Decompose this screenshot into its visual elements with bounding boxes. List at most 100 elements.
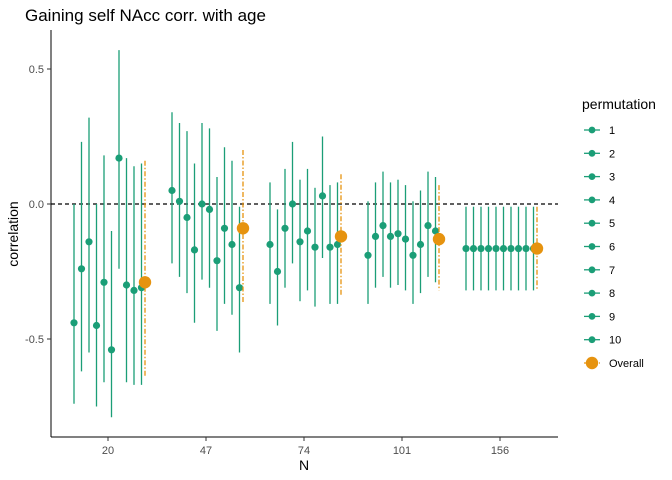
point-n74-perm4 — [288, 200, 297, 208]
point-n20-perm9 — [130, 286, 138, 294]
legend-item-1: 1 — [584, 125, 615, 137]
y-tick-label: 0.0 — [29, 199, 44, 211]
y-tick-label: 0.5 — [29, 64, 44, 76]
legend-key-point — [588, 289, 596, 297]
legend-key-point — [588, 196, 596, 204]
point-n74-perm6 — [303, 227, 312, 235]
point-n74-perm8 — [318, 192, 327, 200]
overall-point-n20 — [138, 276, 152, 289]
x-tick-label: 20 — [102, 445, 114, 457]
overall-point-n156 — [530, 242, 544, 255]
legend-item-2: 2 — [584, 148, 615, 160]
legend-key-point — [585, 356, 599, 370]
point-n156-perm6 — [499, 244, 508, 253]
point-n74-perm10 — [333, 240, 342, 249]
chart-title: Gaining self NAcc corr. with age — [25, 6, 266, 25]
legend-label: 7 — [609, 265, 615, 277]
legend-item-4: 4 — [584, 195, 615, 207]
overall-point-n101 — [432, 232, 446, 246]
point-n74-perm5 — [296, 238, 304, 246]
x-axis-ticks: 20 47 74 101 156 — [102, 437, 509, 457]
legend-label: Overall — [609, 358, 644, 370]
point-n101-perm3 — [379, 222, 387, 230]
legend-label: 6 — [609, 242, 615, 254]
point-n20-perm3 — [85, 238, 93, 246]
y-tick-label: -0.5 — [25, 334, 44, 346]
point-n20-perm5 — [100, 278, 108, 286]
group-n-47 — [168, 112, 250, 353]
group-n-20 — [70, 50, 152, 418]
point-n101-perm6 — [401, 235, 410, 243]
point-n47-perm9 — [228, 240, 236, 249]
point-n47-perm3 — [183, 213, 191, 222]
legend-key-point — [588, 149, 596, 157]
point-n20-perm1 — [70, 319, 78, 327]
group-n-74 — [266, 136, 348, 326]
point-n20-perm8 — [122, 281, 131, 289]
legend-key-point — [588, 336, 596, 344]
point-n101-perm7 — [409, 251, 417, 259]
point-n101-perm5 — [394, 230, 402, 238]
legend-item-7: 7 — [584, 265, 615, 277]
legend-key-point — [588, 126, 596, 134]
group-n-156 — [462, 206, 544, 291]
x-tick-label: 74 — [298, 445, 310, 457]
point-n156-perm3 — [477, 244, 485, 253]
legend-item-5: 5 — [584, 218, 615, 230]
point-n101-perm2 — [371, 232, 380, 240]
legend-key-point — [588, 173, 596, 181]
point-n156-perm5 — [492, 244, 500, 253]
point-n47-perm7 — [213, 257, 221, 265]
point-n47-perm2 — [175, 197, 184, 205]
point-n74-perm2 — [273, 267, 282, 276]
point-n156-perm8 — [514, 244, 523, 253]
legend-label: 5 — [609, 218, 615, 230]
legend: permutation 1 2 3 4 5 6 7 8 9 10 Overall — [582, 96, 656, 370]
legend-label: 2 — [609, 148, 615, 160]
point-n101-perm8 — [416, 240, 425, 249]
point-n74-perm9 — [326, 243, 334, 251]
plot-panel — [51, 50, 558, 418]
y-axis-title: correlation — [5, 201, 21, 266]
point-n20-perm7 — [115, 154, 123, 162]
point-n74-perm1 — [266, 240, 274, 249]
legend-label: 1 — [609, 125, 615, 137]
legend-item-overall: Overall — [584, 356, 644, 370]
y-axis-ticks: 0.5 0.0 -0.5 — [25, 64, 51, 346]
legend-title: permutation — [582, 96, 656, 112]
overall-point-n74 — [334, 230, 348, 243]
legend-item-3: 3 — [584, 172, 615, 184]
point-n20-perm2 — [77, 265, 86, 273]
legend-key-point — [588, 243, 596, 250]
point-n101-perm10 — [431, 227, 440, 235]
x-axis-title: N — [299, 457, 309, 473]
point-n47-perm6 — [205, 205, 214, 213]
point-n101-perm4 — [386, 232, 395, 240]
legend-key-point — [588, 266, 596, 274]
legend-item-6: 6 — [584, 242, 615, 254]
legend-item-10: 10 — [584, 335, 621, 347]
point-n47-perm4 — [190, 246, 199, 254]
x-tick-label: 156 — [491, 445, 509, 457]
group-n-101 — [364, 171, 446, 304]
point-n156-perm9 — [522, 244, 530, 253]
point-n156-perm2 — [469, 244, 478, 253]
x-tick-label: 47 — [200, 445, 212, 457]
point-n47-perm10 — [235, 284, 244, 292]
point-n20-perm4 — [92, 321, 101, 330]
legend-label: 3 — [609, 172, 615, 184]
legend-label: 9 — [609, 311, 615, 323]
point-n47-perm1 — [168, 186, 176, 195]
legend-key-point — [588, 313, 596, 320]
x-tick-label: 101 — [393, 445, 411, 457]
point-n156-perm4 — [484, 244, 493, 253]
legend-label: 4 — [609, 195, 615, 207]
legend-item-9: 9 — [584, 311, 615, 323]
point-n20-perm6 — [107, 346, 116, 354]
point-n74-perm3 — [281, 224, 289, 232]
point-n156-perm7 — [507, 244, 515, 253]
legend-keys: 1 2 3 4 5 6 7 8 9 10 Overall — [584, 125, 644, 370]
legend-key-point — [588, 219, 596, 227]
legend-label: 10 — [609, 335, 621, 347]
